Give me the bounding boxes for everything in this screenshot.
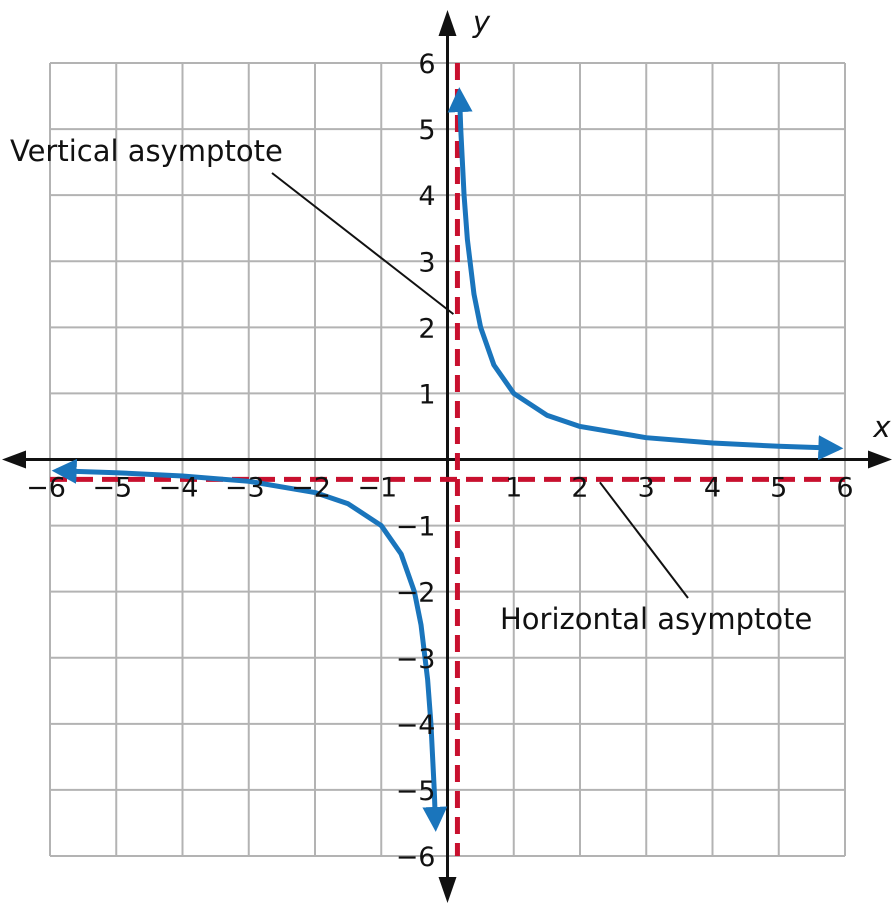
y-tick-label: 2 xyxy=(418,313,435,344)
x-axis-arrow-right xyxy=(868,450,892,469)
y-tick-label: −6 xyxy=(396,842,436,873)
x-tick-label: 6 xyxy=(836,473,853,504)
curve-branch-left xyxy=(51,458,448,832)
x-axis-label: x xyxy=(872,410,891,444)
horizontal-asymptote-leader xyxy=(599,481,689,599)
y-tick-label: 6 xyxy=(418,49,435,80)
x-tick-label: 3 xyxy=(638,473,655,504)
y-tick-label: −2 xyxy=(396,578,436,609)
y-tick-label: 5 xyxy=(418,115,435,146)
tick-labels: −6 −5 −4 −3 −2 −1 1 2 3 4 5 6 6 5 4 3 2 1 −1 −2 −3 −4 −5 −6 xyxy=(26,49,854,873)
vertical-asymptote-leader xyxy=(271,172,455,315)
y-tick-label: −3 xyxy=(396,644,436,675)
x-tick-label: 2 xyxy=(571,473,588,504)
y-axis-arrow-up xyxy=(438,10,457,36)
y-tick-label: −1 xyxy=(396,512,436,543)
x-tick-label: 4 xyxy=(704,473,721,504)
y-tick-label: 1 xyxy=(418,379,435,410)
vertical-asymptote-label: Vertical asymptote xyxy=(10,134,283,168)
x-tick-label: −3 xyxy=(225,473,265,504)
horizontal-asymptote-label: Horizontal asymptote xyxy=(500,602,812,636)
y-axis-label: y xyxy=(472,5,491,39)
y-tick-label: 4 xyxy=(418,181,435,212)
y-tick-label: 3 xyxy=(418,247,435,278)
x-axis-arrow-left xyxy=(2,450,26,469)
x-tick-label: −2 xyxy=(291,473,331,504)
y-tick-label: −4 xyxy=(396,710,436,741)
x-tick-label: 5 xyxy=(770,473,787,504)
x-tick-label: −1 xyxy=(357,473,397,504)
x-tick-label: −5 xyxy=(92,473,132,504)
y-axis-arrow-down xyxy=(438,877,457,903)
x-tick-label: 1 xyxy=(505,473,522,504)
x-tick-label: −4 xyxy=(159,473,199,504)
x-tick-label: −6 xyxy=(26,473,66,504)
annotations: Vertical asymptote Horizontal asymptote xyxy=(10,134,812,636)
curves xyxy=(51,87,844,832)
curve-branch-right xyxy=(447,87,844,461)
y-tick-label: −5 xyxy=(396,776,436,807)
